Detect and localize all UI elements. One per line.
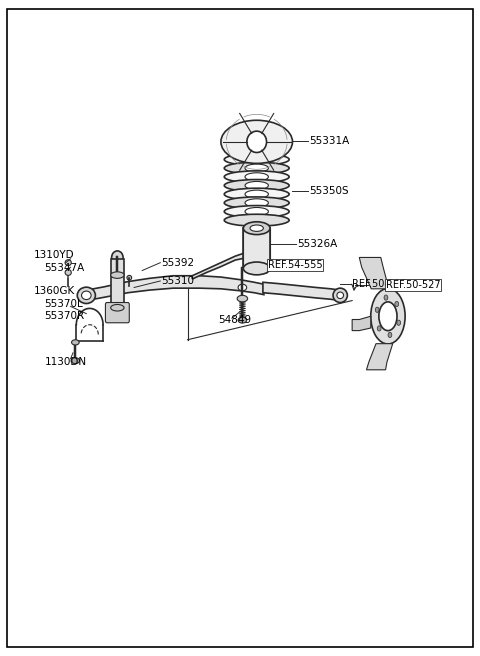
Ellipse shape	[82, 291, 91, 300]
Text: REF.50-527: REF.50-527	[352, 279, 407, 289]
Text: 55310: 55310	[161, 276, 194, 286]
Ellipse shape	[371, 289, 405, 344]
Ellipse shape	[377, 326, 381, 331]
Ellipse shape	[245, 190, 268, 198]
FancyBboxPatch shape	[106, 302, 129, 323]
Text: 55331A: 55331A	[309, 136, 349, 146]
Text: REF.50-527: REF.50-527	[385, 280, 440, 290]
Ellipse shape	[384, 295, 388, 300]
Ellipse shape	[379, 302, 397, 331]
Bar	[243, 228, 270, 268]
Ellipse shape	[224, 171, 289, 183]
Ellipse shape	[224, 188, 289, 200]
Ellipse shape	[111, 272, 124, 278]
Text: 55370L: 55370L	[44, 300, 83, 310]
Ellipse shape	[237, 295, 248, 302]
Text: 55392: 55392	[161, 258, 194, 268]
Bar	[111, 258, 124, 308]
Ellipse shape	[111, 304, 124, 311]
Ellipse shape	[395, 302, 398, 306]
Polygon shape	[352, 316, 371, 331]
Ellipse shape	[224, 205, 289, 218]
PathPatch shape	[86, 276, 264, 300]
Polygon shape	[360, 257, 389, 289]
Ellipse shape	[238, 318, 247, 323]
Ellipse shape	[243, 222, 270, 235]
Ellipse shape	[112, 251, 123, 264]
PathPatch shape	[192, 253, 254, 279]
Ellipse shape	[224, 180, 289, 192]
Ellipse shape	[250, 225, 264, 232]
Ellipse shape	[243, 262, 270, 275]
Text: REF.54-555: REF.54-555	[268, 260, 322, 270]
Ellipse shape	[245, 199, 268, 207]
Ellipse shape	[245, 207, 268, 216]
Ellipse shape	[224, 162, 289, 174]
Text: 1130DN: 1130DN	[44, 357, 86, 367]
Ellipse shape	[397, 320, 401, 325]
Ellipse shape	[245, 182, 268, 190]
Ellipse shape	[247, 131, 266, 152]
Ellipse shape	[224, 215, 289, 226]
Ellipse shape	[224, 197, 289, 209]
Ellipse shape	[245, 164, 268, 173]
Ellipse shape	[333, 288, 348, 302]
Text: REF.54-555: REF.54-555	[269, 263, 323, 273]
Ellipse shape	[221, 120, 292, 163]
Polygon shape	[366, 344, 393, 370]
Ellipse shape	[238, 284, 247, 291]
Ellipse shape	[71, 358, 80, 363]
Text: 54849: 54849	[218, 315, 252, 325]
PathPatch shape	[263, 282, 340, 300]
Ellipse shape	[65, 260, 72, 266]
Text: 55350S: 55350S	[309, 186, 349, 196]
Ellipse shape	[337, 292, 344, 298]
Ellipse shape	[224, 154, 289, 165]
Ellipse shape	[77, 287, 96, 304]
Ellipse shape	[127, 276, 132, 280]
Text: 1310YD: 1310YD	[34, 251, 74, 260]
Ellipse shape	[245, 173, 268, 181]
Ellipse shape	[65, 270, 72, 276]
Text: 55370R: 55370R	[44, 311, 84, 321]
Text: 55326A: 55326A	[297, 239, 337, 249]
Text: 1360GK: 1360GK	[34, 286, 75, 296]
Ellipse shape	[72, 340, 79, 345]
Ellipse shape	[388, 333, 392, 337]
Ellipse shape	[375, 307, 379, 312]
Text: 55347A: 55347A	[44, 263, 84, 273]
